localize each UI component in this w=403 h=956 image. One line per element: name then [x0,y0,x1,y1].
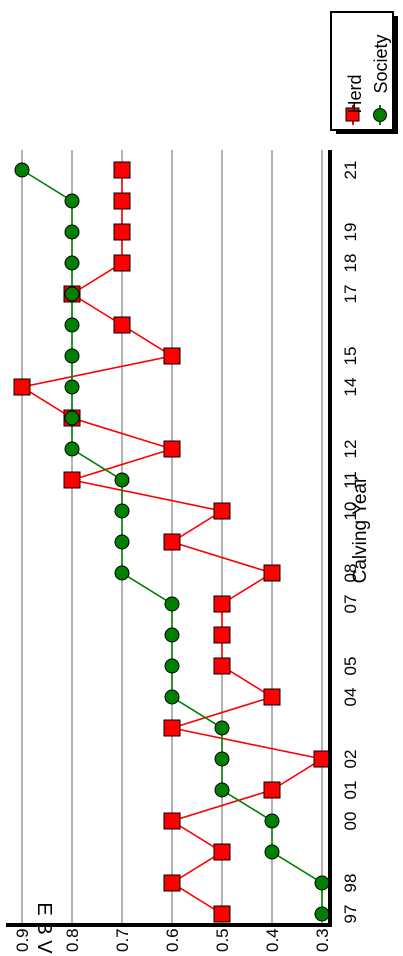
y-tick-labels: 0.9 0.8 0.7 0.6 0.5 0.4 0.3 [13,928,332,952]
society-point [114,534,130,550]
y-axis-label: E B V [33,902,55,954]
x-tick-labels: 97 98 00 01 02 04 05 07 08 10 11 12 14 15 17 18 19 21 [341,161,360,924]
herd-point [113,161,131,179]
x-tick-label: 97 [341,905,360,924]
society-point [64,410,80,426]
herd-point [163,347,181,365]
legend-society-marker [373,108,387,122]
herd-point [213,626,231,644]
society-point [64,224,80,240]
x-tick-label: 15 [341,347,360,366]
herd-point [263,781,281,799]
herd-point [213,843,231,861]
herd-point [163,533,181,551]
herd-point [213,595,231,613]
society-point [164,596,180,612]
society-point [264,844,280,860]
society-point [314,906,330,922]
society-point [214,720,230,736]
society-point [64,348,80,364]
society-point [114,472,130,488]
society-point [164,627,180,643]
legend-herd-marker [345,107,360,122]
herd-point [263,564,281,582]
y-tick-label: 0.5 [213,928,232,952]
herd-point [113,223,131,241]
axes [6,150,332,927]
x-axis-label: Calving Year [350,476,371,583]
herd-point [263,688,281,706]
society-point [214,782,230,798]
y-tick-label: 0.6 [163,928,182,952]
x-tick-label: 11 [341,471,360,489]
society-point [64,193,80,209]
herd-point [163,812,181,830]
x-tick-label: 10 [341,502,360,521]
society-point [14,162,30,178]
society-point [114,503,130,519]
legend-herd-label: Herd [345,74,365,113]
x-tick-label: 08 [341,564,360,583]
x-tick-label: 04 [341,688,360,707]
x-tick-label: 21 [341,161,360,180]
society-series-markers [14,162,330,922]
society-point [64,286,80,302]
x-tick-label: 98 [341,874,360,893]
society-point [64,255,80,271]
x-tick-label: 14 [341,378,360,397]
society-point [64,379,80,395]
society-point [264,813,280,829]
society-point [114,565,130,581]
herd-point [113,192,131,210]
y-tick-label: 0.8 [63,928,82,952]
herd-point [213,905,231,923]
society-point [64,317,80,333]
society-point [64,441,80,457]
x-tick-label: 12 [341,440,360,459]
herd-point [113,254,131,272]
herd-point [163,874,181,892]
x-tick-label: 19 [341,223,360,242]
x-tick-label: 18 [341,254,360,273]
y-tick-label: 0.7 [113,928,132,952]
society-point [164,658,180,674]
x-tick-label: 07 [341,595,360,614]
x-tick-label: 05 [341,657,360,676]
herd-point [213,657,231,675]
y-tick-label: 0.9 [13,928,32,952]
legend: Herd Society [330,11,398,134]
herd-point [63,471,81,489]
x-tick-label: 01 [341,781,360,800]
x-tick-label: 17 [341,285,360,304]
herd-point [163,440,181,458]
herd-point [213,502,231,520]
society-point [214,751,230,767]
herd-point [163,719,181,737]
herd-point [13,378,31,396]
x-tick-label: 00 [341,812,360,831]
society-point [164,689,180,705]
herd-point [113,316,131,334]
y-tick-label: 0.3 [313,928,332,952]
herd-point [313,750,331,768]
legend-society-label: Society [371,34,391,93]
x-tick-label: 02 [341,750,360,769]
society-point [314,875,330,891]
y-tick-label: 0.4 [263,928,282,952]
